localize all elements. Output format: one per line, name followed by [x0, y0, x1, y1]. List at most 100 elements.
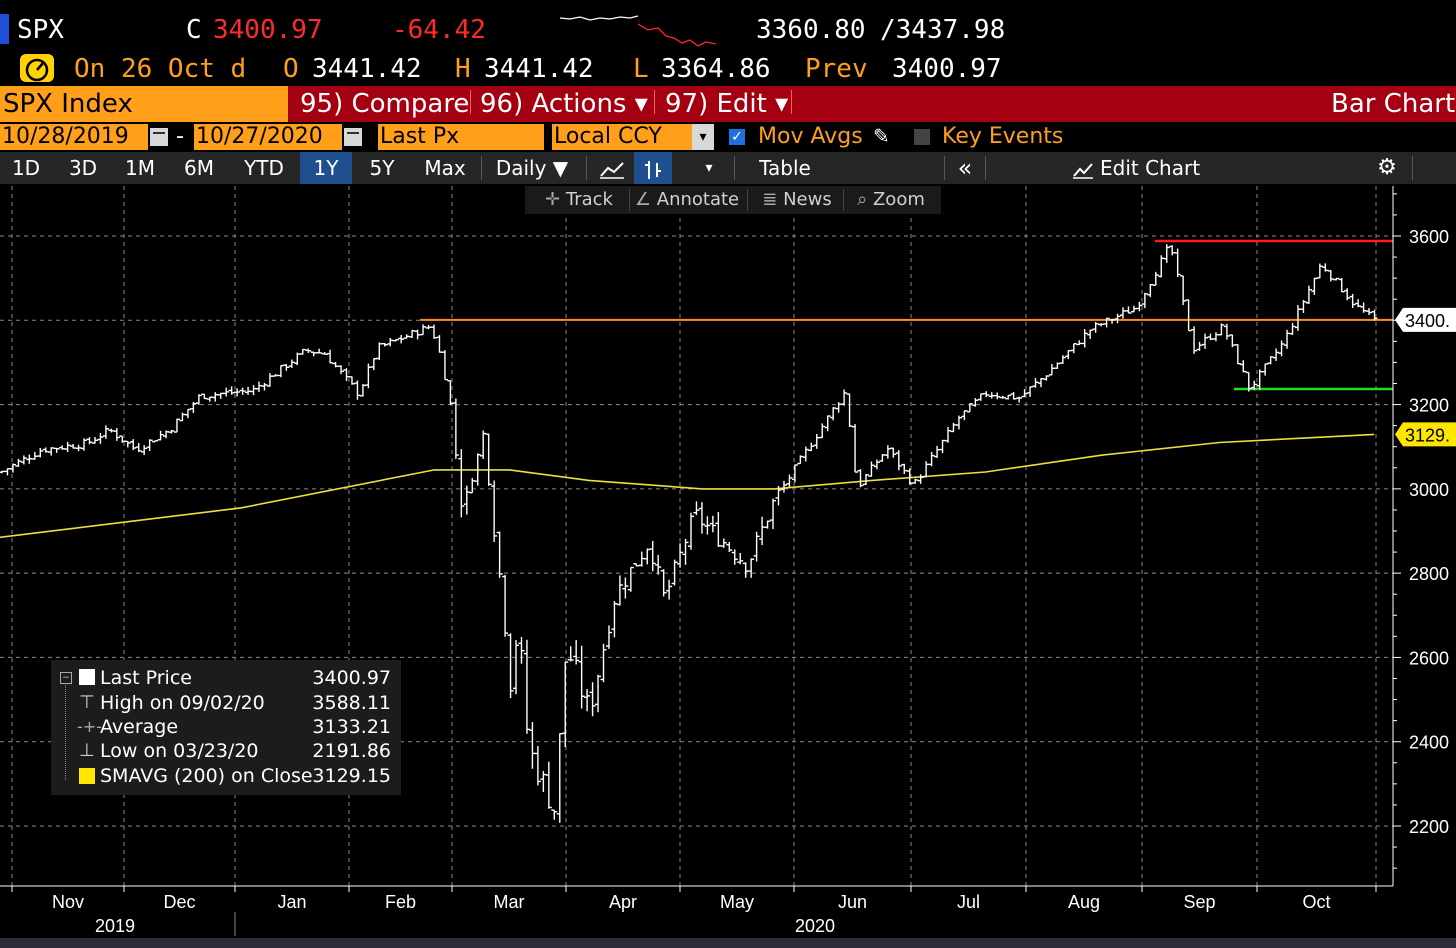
toolbar-divider	[747, 189, 748, 211]
frequency-select[interactable]: Daily ▼	[495, 156, 569, 180]
x-axis: Nov Dec Jan Feb Mar Apr May Jun Jul Aug Sep Oct 2019…	[0, 885, 1393, 936]
end-date-field[interactable]: 10/27/2020	[194, 124, 342, 150]
compare-button[interactable]: 95) Compare	[300, 89, 470, 119]
mov-avgs-checkbox[interactable]: ✓	[729, 129, 745, 145]
high-marker-icon: ⊤	[79, 692, 95, 713]
edit-chart-icon[interactable]	[1068, 152, 1098, 184]
legend-label: Low on 03/23/20	[100, 740, 259, 762]
legend-row-high[interactable]: ⊤ High on 09/02/20 3588.11	[51, 691, 401, 715]
edit-chart-button[interactable]: Edit Chart	[1100, 156, 1201, 180]
y-tick-label: 3200	[1409, 396, 1449, 416]
price-chart[interactable]: 360034003200300028002600240022003400.312…	[0, 184, 1456, 938]
bar-chart-icon[interactable]	[634, 152, 672, 184]
key-events-checkbox[interactable]	[914, 129, 930, 145]
pencil-icon[interactable]: ✎	[873, 124, 890, 148]
bottom-border	[0, 938, 1456, 948]
day-range-low: 3360.80	[756, 15, 866, 45]
edit-button[interactable]: 97) Edit ▾	[665, 89, 789, 119]
x-month-label: Feb	[385, 892, 416, 912]
chart-type-label[interactable]: Bar Chart	[1331, 89, 1456, 119]
key-events-label[interactable]: Key Events	[942, 124, 1064, 149]
mov-avgs-label[interactable]: Mov Avgs	[758, 124, 863, 149]
x-month-label: Oct	[1302, 892, 1330, 912]
legend-collapse-icon[interactable]: −	[60, 672, 72, 684]
close-prefix: C	[186, 15, 202, 45]
calendar-icon[interactable]	[150, 128, 168, 146]
calendar-icon[interactable]	[344, 128, 362, 146]
toolbar-divider	[734, 156, 735, 180]
period-button-1m[interactable]: 1M	[125, 156, 155, 180]
x-month-label: Mar	[494, 892, 525, 912]
start-date-field[interactable]: 10/28/2019	[0, 124, 148, 150]
chart-style-dropdown-icon[interactable]: ▾	[705, 160, 713, 176]
x-month-label: Jun	[838, 892, 867, 912]
gear-icon[interactable]: ⚙	[1377, 155, 1397, 180]
gauge-icon[interactable]	[20, 54, 54, 82]
low-value: 3364.86	[661, 54, 771, 84]
x-month-label: Jan	[277, 892, 306, 912]
last-price-tag-label: 3400.	[1405, 311, 1450, 331]
sma-200-line	[0, 433, 1375, 539]
open-value: 3441.42	[312, 54, 422, 84]
function-toolbar: SPX Index 95) Compare 96) Actions ▾ 97) …	[0, 86, 1456, 122]
x-year-label: 2019	[95, 916, 135, 936]
actions-button[interactable]: 96) Actions ▾	[480, 89, 648, 119]
y-tick-label: 3600	[1409, 227, 1449, 247]
period-button-1d[interactable]: 1D	[11, 156, 41, 180]
period-button-3d[interactable]: 3D	[68, 156, 98, 180]
legend-label: SMAVG (200) on Close	[100, 765, 313, 787]
toolbar-divider	[654, 90, 655, 114]
prev-value: 3400.97	[892, 54, 1002, 84]
track-tool[interactable]: ✛ Track	[533, 186, 625, 214]
table-button[interactable]: Table	[759, 156, 811, 180]
currency-dropdown-arrow[interactable]: ▾	[692, 124, 714, 150]
period-button-5y[interactable]: 5Y	[369, 156, 395, 180]
legend-row-last-price[interactable]: Last Price 3400.97	[51, 666, 401, 690]
toolbar-divider	[944, 156, 945, 180]
news-tool[interactable]: ≣ News	[753, 186, 841, 214]
average-marker-icon: -+-	[77, 717, 102, 736]
legend-row-low[interactable]: ⊥ Low on 03/23/20 2191.86	[51, 739, 401, 763]
legend-value: 2191.86	[312, 740, 391, 762]
last-price-tag	[1395, 307, 1456, 332]
sma-tag-label: 3129.	[1405, 425, 1450, 445]
annotate-label: Annotate	[656, 189, 740, 210]
chart-legend: − Last Price 3400.97 ⊤ High on 09/02/20 …	[51, 660, 401, 795]
x-month-label: May	[720, 892, 754, 912]
period-button-ytd[interactable]: YTD	[244, 156, 284, 180]
period-button-1y[interactable]: 1Y	[300, 152, 352, 184]
news-icon: ≣	[762, 189, 778, 210]
legend-label: Last Price	[100, 667, 192, 689]
magnifier-icon: ⌕	[857, 189, 868, 210]
toolbar-divider	[985, 156, 986, 180]
x-month-label: Nov	[52, 892, 84, 912]
toolbar-divider	[470, 90, 471, 114]
legend-row-average[interactable]: -+- Average 3133.21	[51, 715, 401, 739]
toolbar-divider	[629, 189, 630, 211]
legend-value: 3129.15	[312, 765, 391, 787]
news-label: News	[783, 189, 832, 210]
field-select[interactable]: Last Px	[378, 124, 544, 150]
legend-value: 3133.21	[312, 716, 391, 738]
toolbar-divider	[586, 156, 587, 180]
period-toolbar: 1D 3D 1M 6M YTD 1Y 5Y Max Daily ▼ ▾ Table « Edi…	[0, 152, 1456, 184]
currency-select[interactable]: Local CCY	[552, 124, 692, 150]
period-button-max[interactable]: Max	[424, 156, 466, 180]
legend-value: 3588.11	[312, 692, 391, 714]
sma-line	[0, 433, 1375, 539]
annotate-tool[interactable]: ∠ Annotate	[631, 186, 743, 214]
ticker-symbol[interactable]: SPX	[17, 15, 64, 45]
zoom-label: Zoom	[872, 189, 925, 210]
security-field[interactable]: SPX Index	[0, 86, 288, 122]
zoom-tool[interactable]: ⌕ Zoom	[847, 186, 935, 214]
line-chart-icon[interactable]	[592, 152, 632, 184]
sma-tag	[1395, 422, 1456, 447]
x-month-label: Apr	[609, 892, 637, 912]
collapse-icon[interactable]: «	[957, 154, 973, 182]
legend-label: High on 09/02/20	[100, 692, 265, 714]
quote-detail-row: On 26 Oct d O 3441.42 H 3441.42 L 3364.8…	[0, 50, 1456, 86]
legend-row-sma[interactable]: SMAVG (200) on Close 3129.15	[51, 764, 401, 788]
net-change: -64.42	[392, 15, 486, 45]
period-button-6m[interactable]: 6M	[184, 156, 214, 180]
yellow-swatch-icon	[79, 768, 95, 784]
